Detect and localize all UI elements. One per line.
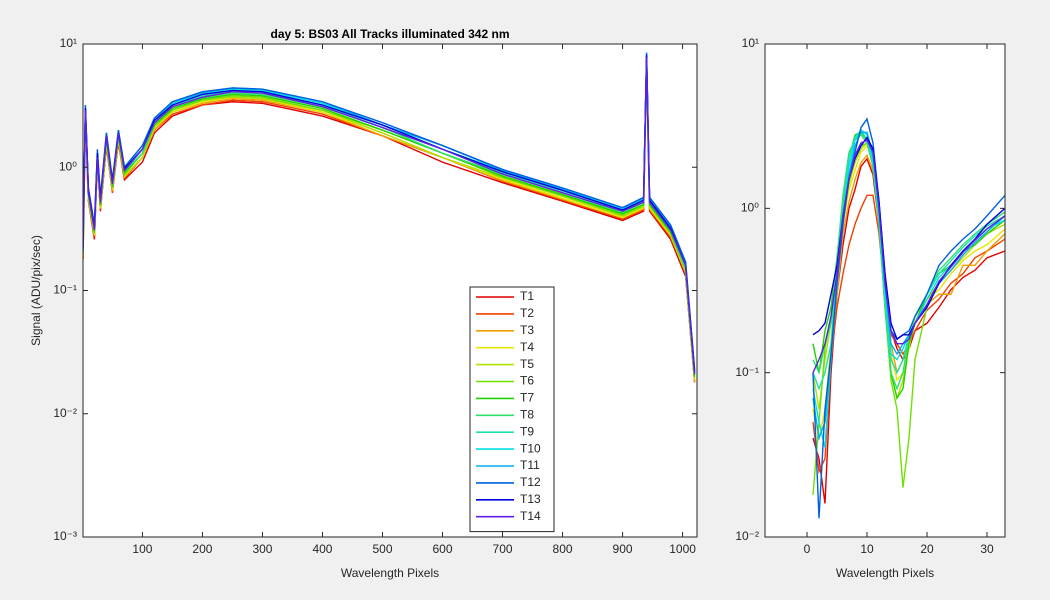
x-tick-label: 10 xyxy=(860,542,874,556)
x-tick-label: 0 xyxy=(804,542,811,556)
x-tick-label: 300 xyxy=(252,542,272,556)
y-tick-label: 10⁻² xyxy=(53,406,77,420)
x-tick-label: 20 xyxy=(920,542,934,556)
data-line xyxy=(83,57,696,375)
legend-label: T1 xyxy=(520,289,534,303)
x-tick-label: 600 xyxy=(433,542,453,556)
plot-lines xyxy=(812,117,1005,519)
chart-title: day 5: BS03 All Tracks illuminated 342 n… xyxy=(271,27,510,41)
y-axis-label: Signal (ADU/pix/sec) xyxy=(29,235,43,346)
x-tick-label: 900 xyxy=(613,542,633,556)
y-tick-label: 10⁻¹ xyxy=(735,365,759,379)
axes-box xyxy=(764,43,1006,538)
y-tick-label: 10¹ xyxy=(60,36,77,50)
y-tick-label: 10⁰ xyxy=(741,201,759,215)
legend-label: T4 xyxy=(520,340,534,354)
x-tick-label: 200 xyxy=(192,542,212,556)
x-axis-label: Wavelength Pixels xyxy=(341,566,439,580)
y-tick-label: 10¹ xyxy=(742,36,759,50)
legend-label: T2 xyxy=(520,306,534,320)
y-tick-label: 10⁻¹ xyxy=(53,283,77,297)
legend-box xyxy=(469,286,555,533)
x-tick-label: 100 xyxy=(132,542,152,556)
x-tick-label: 30 xyxy=(980,542,994,556)
plot-lines xyxy=(83,52,696,383)
legend-label: T12 xyxy=(520,475,541,489)
y-tick-label: 10⁰ xyxy=(59,159,77,173)
axes-box xyxy=(82,43,698,538)
x-tick-label: 800 xyxy=(553,542,573,556)
legend-label: T6 xyxy=(520,374,534,388)
legend: T1 T2 T3 T4 T5 T6 T7 T8 T9 T10 T11 T12 T13 T14 xyxy=(469,286,555,533)
legend-label: T9 xyxy=(520,424,534,438)
legend-label: T13 xyxy=(520,492,541,506)
x-tick-label: 700 xyxy=(493,542,513,556)
axes-background xyxy=(83,44,697,537)
x-tick-label: 400 xyxy=(312,542,332,556)
legend-label: T8 xyxy=(520,407,534,421)
data-line xyxy=(812,139,1005,373)
legend-label: T14 xyxy=(520,509,541,523)
legend-label: T5 xyxy=(520,357,534,371)
legend-label: T11 xyxy=(520,458,540,472)
legend-label: T10 xyxy=(520,441,541,455)
x-axis-label: Wavelength Pixels xyxy=(836,566,934,580)
y-tick-label: 10⁻² xyxy=(735,529,759,543)
x-tick-label: 1000 xyxy=(669,542,696,556)
legend-label: T3 xyxy=(520,323,534,337)
y-tick-label: 10⁻³ xyxy=(53,529,77,543)
x-tick-label: 500 xyxy=(372,542,392,556)
data-line xyxy=(812,133,1005,391)
data-line xyxy=(812,136,1005,341)
legend-label: T7 xyxy=(520,391,534,405)
